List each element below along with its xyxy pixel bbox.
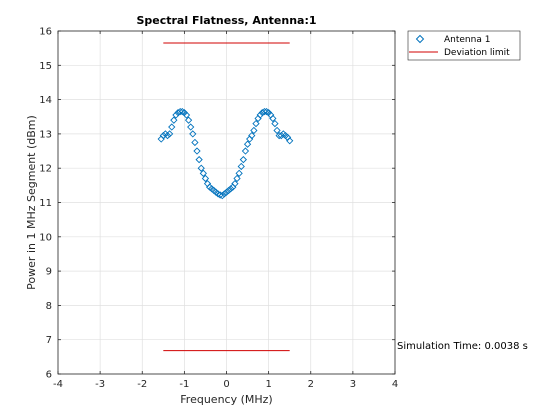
antenna-1-point xyxy=(165,130,174,138)
antenna-1-point xyxy=(243,140,252,148)
antenna-1-point xyxy=(227,185,235,193)
antenna-1-point xyxy=(224,186,233,195)
y-tick-label: 11 xyxy=(39,198,52,209)
antenna-1-point xyxy=(248,131,256,140)
chart-title: Spectral Flatness, Antenna:1 xyxy=(136,14,316,27)
antenna-1-point xyxy=(286,137,294,145)
antenna-1-point xyxy=(191,138,199,147)
x-tick-label: 0 xyxy=(223,379,229,390)
y-axis-label: Power in 1 MHz Segment (dBm) xyxy=(25,115,38,290)
x-ticks: -4 -3 -2 -1 0 1 2 3 4 xyxy=(53,31,398,390)
antenna-1-point xyxy=(258,108,266,117)
legend-label-antenna-1: Antenna 1 xyxy=(444,35,490,45)
x-tick-label: 2 xyxy=(308,379,314,390)
antenna-1-point xyxy=(216,191,224,199)
antenna-1-point xyxy=(193,147,201,155)
x-tick-label: 3 xyxy=(350,379,356,390)
y-tick-label: 6 xyxy=(46,370,52,381)
x-tick-label: -4 xyxy=(53,379,63,390)
antenna-1-point xyxy=(168,123,176,131)
deviation-limit-lines xyxy=(163,42,290,352)
antenna-1-point xyxy=(260,107,269,116)
antenna-1-point xyxy=(178,107,186,116)
y-tick-label: 8 xyxy=(46,301,52,312)
antenna-1-point xyxy=(273,126,281,135)
antenna-1-point xyxy=(233,174,241,183)
antenna-1-point xyxy=(256,111,264,119)
antenna-1-point xyxy=(218,192,226,200)
antenna-1-point xyxy=(189,130,197,138)
antenna-1-point xyxy=(163,131,172,140)
y-tick-label: 9 xyxy=(46,267,52,278)
legend-marker-antenna-1 xyxy=(415,34,425,44)
grid xyxy=(57,30,396,375)
legend: Antenna 1 Deviation limit xyxy=(407,30,521,61)
antenna-1-point xyxy=(239,155,247,164)
antenna-1-point xyxy=(184,116,193,124)
x-tick-label: 4 xyxy=(392,379,398,390)
y-tick-label: 10 xyxy=(39,232,52,243)
y-ticks: 6 7 8 9 10 11 12 13 14 15 16 xyxy=(39,27,395,381)
antenna-1-point xyxy=(262,107,271,116)
x-tick-label: -2 xyxy=(137,379,147,390)
antenna-1-point xyxy=(252,119,260,128)
antenna-1-point xyxy=(214,190,222,198)
antenna-1-point xyxy=(241,147,250,155)
antenna-1-point xyxy=(222,188,231,196)
antenna-1-point xyxy=(199,169,207,177)
y-tick-label: 14 xyxy=(39,95,52,106)
x-axis-label: Frequency (MHz) xyxy=(180,393,272,406)
y-tick-label: 13 xyxy=(39,129,52,140)
antenna-1-point xyxy=(201,174,210,183)
antenna-1-point xyxy=(237,162,245,171)
antenna-1-point xyxy=(271,119,279,128)
antenna-1-point xyxy=(250,126,258,135)
antenna-1-point xyxy=(220,190,229,198)
antenna-1-point xyxy=(176,107,184,116)
antenna-1-points xyxy=(157,107,294,200)
antenna-1-point xyxy=(269,114,277,123)
antenna-1-point xyxy=(170,116,178,124)
x-tick-label: 1 xyxy=(265,379,271,390)
antenna-1-point xyxy=(195,155,203,164)
x-tick-label: -1 xyxy=(179,379,189,390)
antenna-1-point xyxy=(235,169,243,177)
y-tick-label: 7 xyxy=(46,335,52,346)
y-tick-label: 15 xyxy=(39,61,52,72)
y-tick-label: 16 xyxy=(39,27,52,38)
legend-label-deviation-limit: Deviation limit xyxy=(444,48,510,58)
antenna-1-point xyxy=(182,111,191,119)
antenna-1-point xyxy=(174,108,182,117)
antenna-1-point xyxy=(187,123,195,131)
legend-box xyxy=(407,30,521,61)
antenna-1-point xyxy=(231,179,239,188)
y-tick-label: 12 xyxy=(39,164,52,175)
x-tick-label: -3 xyxy=(95,379,105,390)
antenna-1-point xyxy=(197,164,205,172)
simulation-time-annotation: Simulation Time: 0.0038 s xyxy=(397,341,528,352)
antenna-1-point xyxy=(172,111,180,119)
